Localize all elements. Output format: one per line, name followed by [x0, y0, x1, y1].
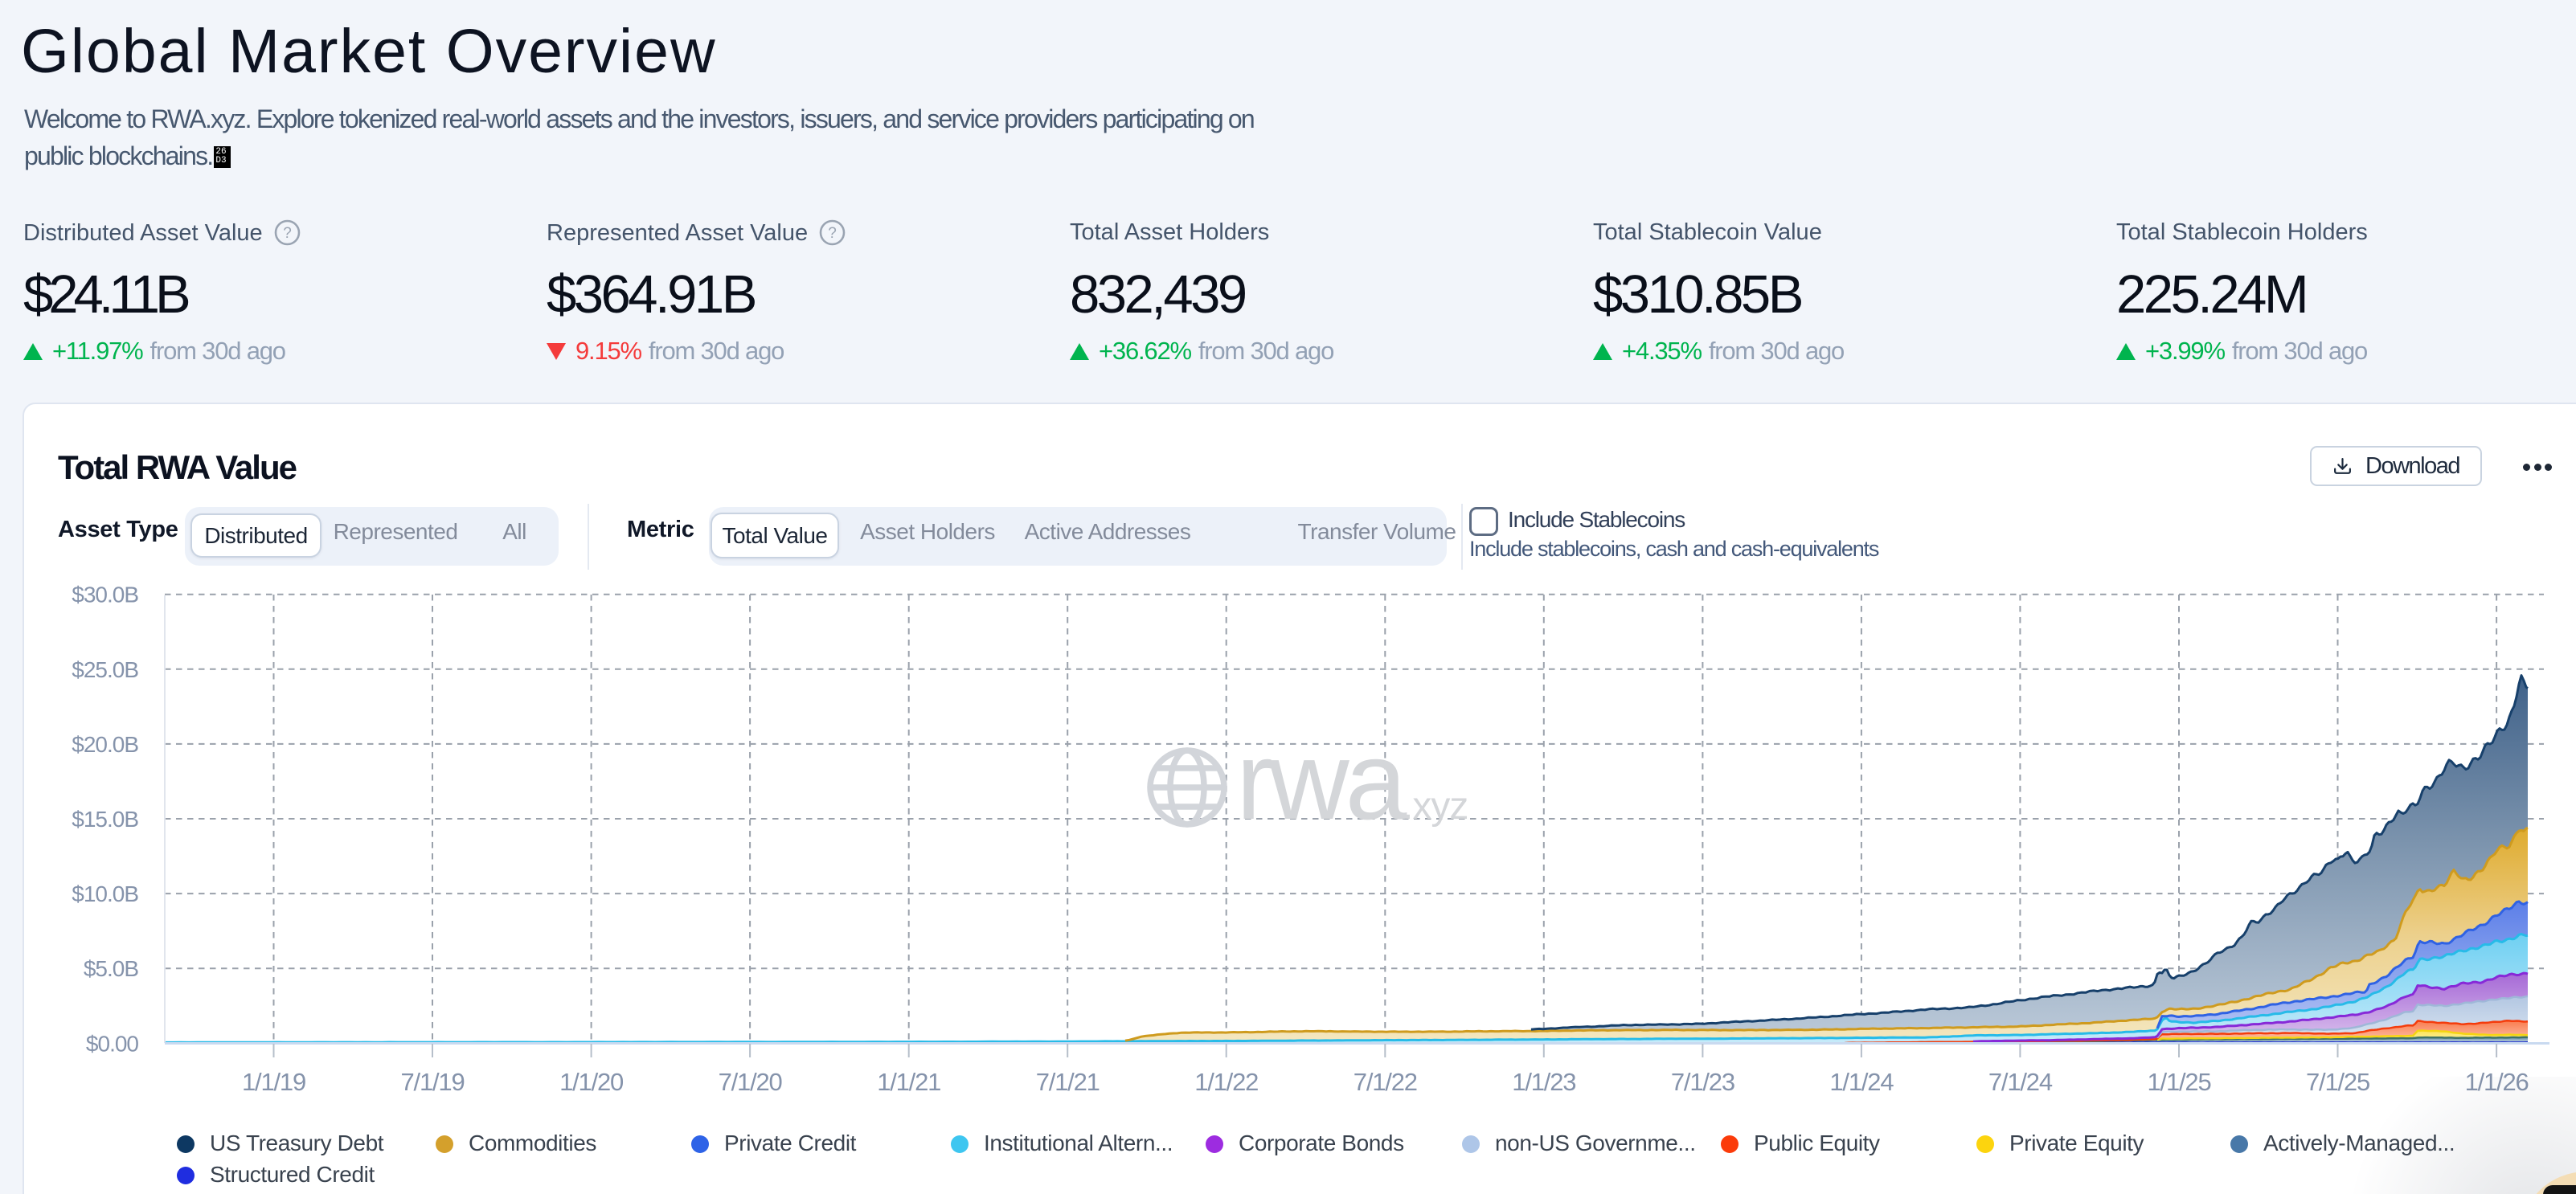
svg-text:$25.0B: $25.0B [72, 657, 138, 682]
svg-text:1/1/22: 1/1/22 [1194, 1068, 1258, 1096]
svg-text:1/1/24: 1/1/24 [1829, 1068, 1894, 1096]
svg-text:rwa: rwa [1236, 719, 1407, 843]
svg-text:7/1/22: 7/1/22 [1354, 1068, 1417, 1096]
svg-text:?: ? [283, 225, 292, 242]
svg-text:?: ? [828, 225, 837, 242]
svg-text:$10.0B: $10.0B [72, 881, 138, 906]
svg-text:1/1/19: 1/1/19 [242, 1068, 305, 1096]
svg-text:$5.0B: $5.0B [84, 956, 138, 981]
svg-text:$30.0B: $30.0B [72, 583, 138, 607]
svg-text:1/1/25: 1/1/25 [2148, 1068, 2211, 1096]
svg-text:7/1/25: 7/1/25 [2306, 1068, 2369, 1096]
svg-text:.xyz: .xyz [1403, 785, 1468, 828]
svg-text:$15.0B: $15.0B [72, 807, 138, 832]
svg-text:1/1/20: 1/1/20 [559, 1068, 624, 1096]
svg-text:1/1/21: 1/1/21 [877, 1068, 940, 1096]
svg-text:7/1/20: 7/1/20 [719, 1068, 783, 1096]
svg-text:7/1/21: 7/1/21 [1036, 1068, 1100, 1096]
svg-text:$0.00: $0.00 [86, 1031, 138, 1056]
svg-text:1/1/23: 1/1/23 [1512, 1068, 1575, 1096]
svg-text:$20.0B: $20.0B [72, 732, 138, 757]
svg-text:1/1/26: 1/1/26 [2465, 1068, 2529, 1096]
svg-text:7/1/23: 7/1/23 [1671, 1068, 1734, 1096]
svg-text:7/1/24: 7/1/24 [1988, 1068, 2053, 1096]
svg-text:7/1/19: 7/1/19 [401, 1068, 465, 1096]
